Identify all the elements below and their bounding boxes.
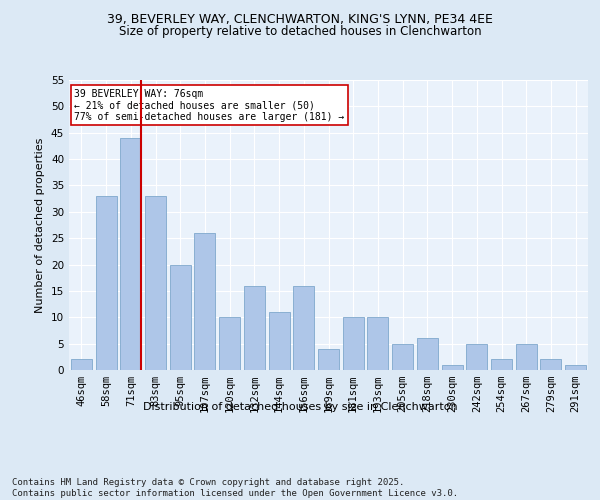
Text: Size of property relative to detached houses in Clenchwarton: Size of property relative to detached ho… — [119, 25, 481, 38]
Bar — [491, 360, 512, 370]
Bar — [343, 318, 364, 370]
Bar — [145, 196, 166, 370]
Bar — [194, 233, 215, 370]
Bar — [367, 318, 388, 370]
Text: 39, BEVERLEY WAY, CLENCHWARTON, KING'S LYNN, PE34 4EE: 39, BEVERLEY WAY, CLENCHWARTON, KING'S L… — [107, 12, 493, 26]
Text: Contains HM Land Registry data © Crown copyright and database right 2025.
Contai: Contains HM Land Registry data © Crown c… — [12, 478, 458, 498]
Bar — [269, 312, 290, 370]
Bar — [170, 264, 191, 370]
Bar — [417, 338, 438, 370]
Bar — [318, 349, 339, 370]
Text: 39 BEVERLEY WAY: 76sqm
← 21% of detached houses are smaller (50)
77% of semi-det: 39 BEVERLEY WAY: 76sqm ← 21% of detached… — [74, 88, 344, 122]
Bar — [95, 196, 116, 370]
Bar — [565, 364, 586, 370]
Bar — [244, 286, 265, 370]
Y-axis label: Number of detached properties: Number of detached properties — [35, 138, 46, 312]
Bar — [541, 360, 562, 370]
Bar — [120, 138, 141, 370]
Bar — [392, 344, 413, 370]
Bar — [293, 286, 314, 370]
Bar — [442, 364, 463, 370]
Bar — [466, 344, 487, 370]
Bar — [71, 360, 92, 370]
Text: Distribution of detached houses by size in Clenchwarton: Distribution of detached houses by size … — [143, 402, 457, 412]
Bar — [219, 318, 240, 370]
Bar — [516, 344, 537, 370]
